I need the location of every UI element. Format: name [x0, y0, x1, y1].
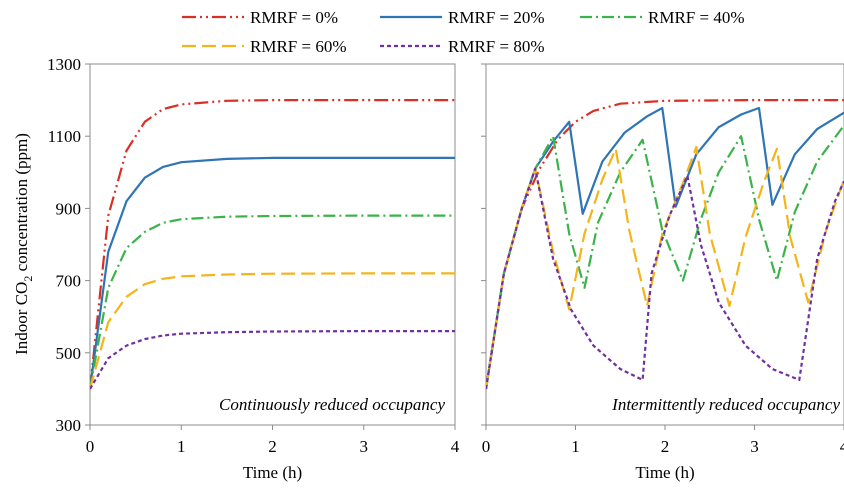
series-group — [486, 98, 844, 390]
y-axis-label-rest: concentration (ppm) — [12, 133, 31, 276]
y-axis-label-sub: 2 — [21, 276, 35, 282]
x-tick-label: 2 — [661, 437, 670, 456]
x-tick-label: 0 — [86, 437, 95, 456]
plot-frame — [485, 63, 844, 426]
x-tick-label: 4 — [840, 437, 844, 456]
series-line-3 — [90, 214, 455, 390]
y-tick-label: 1300 — [47, 55, 81, 74]
x-tick-label: 4 — [451, 437, 460, 456]
x-tick-label: 1 — [571, 437, 580, 456]
legend-item-1: RMRF = 0% — [182, 8, 338, 27]
panel-title: Intermittently reduced occupancy — [611, 395, 840, 414]
x-tick-label: 3 — [750, 437, 759, 456]
y-tick-label: 900 — [56, 199, 82, 218]
legend: RMRF = 0% RMRF = 20% RMRF = 40% RMRF = 60% R… — [182, 8, 745, 56]
series-line-1 — [486, 98, 844, 390]
x-axis-label: Time (h) — [635, 463, 694, 482]
series-line-4 — [90, 272, 455, 390]
legend-item-4: RMRF = 60% — [182, 37, 347, 56]
legend-label: RMRF = 80% — [448, 37, 545, 56]
series-group — [90, 98, 455, 390]
y-tick-label: 700 — [56, 272, 82, 291]
panel-title: Continuously reduced occupancy — [219, 395, 445, 414]
series-line-1 — [90, 98, 455, 390]
legend-label: RMRF = 60% — [250, 37, 347, 56]
series-line-3 — [486, 124, 844, 390]
y-tick-label: 500 — [56, 344, 82, 363]
y-axis-label-main: Indoor CO — [12, 282, 31, 355]
series-line-5 — [90, 330, 455, 390]
plot-frame — [89, 63, 456, 426]
series-line-2 — [486, 106, 844, 390]
x-tick-label: 0 — [482, 437, 491, 456]
y-tick-label: 300 — [56, 416, 82, 435]
y-tick-label: 1100 — [48, 127, 81, 146]
legend-item-5: RMRF = 80% — [380, 37, 545, 56]
panel-1: 300 500 700 900 1100 1300 0 1 2 3 4 Time (h) Continu… — [47, 55, 460, 482]
series-line-4 — [486, 145, 844, 390]
x-tick-label: 2 — [268, 437, 277, 456]
x-axis-label: Time (h) — [243, 463, 302, 482]
legend-item-2: RMRF = 20% — [380, 8, 545, 27]
x-tick-label: 1 — [177, 437, 186, 456]
legend-label: RMRF = 20% — [448, 8, 545, 27]
x-tick-label: 3 — [360, 437, 369, 456]
legend-label: RMRF = 0% — [250, 8, 338, 27]
panel-2: 0 1 2 3 4 Time (h) Intermittently reduced occu… — [481, 63, 844, 482]
y-axis-label: Indoor CO2 concentration (ppm) — [12, 133, 35, 355]
series-line-5 — [486, 167, 844, 390]
series-line-2 — [90, 156, 455, 390]
legend-label: RMRF = 40% — [648, 8, 745, 27]
chart-panels: 300 500 700 900 1100 1300 0 1 2 3 4 Time (h) Continu… — [47, 55, 844, 482]
legend-item-3: RMRF = 40% — [580, 8, 745, 27]
